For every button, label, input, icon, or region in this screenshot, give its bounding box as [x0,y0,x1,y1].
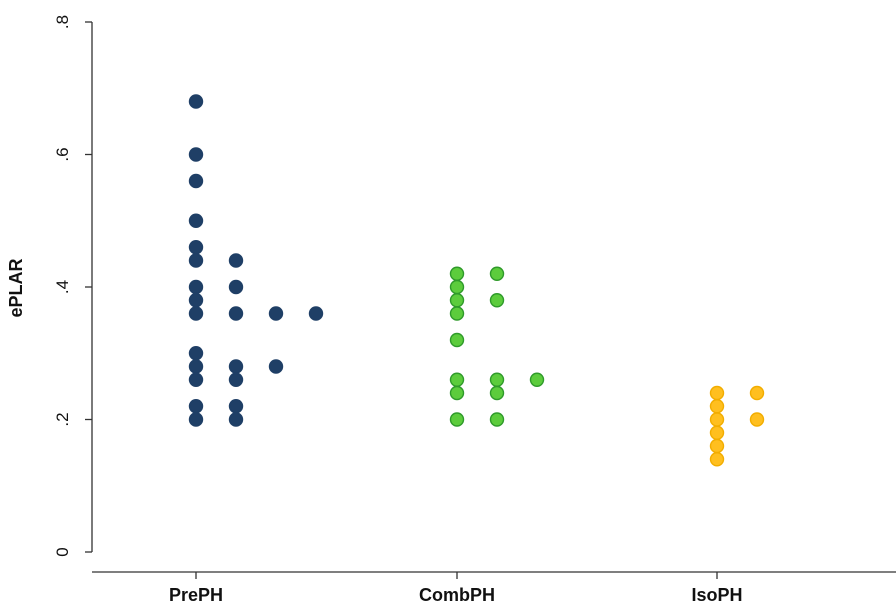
point-combph [449,412,465,427]
point-preph [228,399,244,414]
point-preph [228,306,244,321]
point-preph [188,279,204,295]
point-combph [449,385,465,401]
point-isoph [709,438,725,454]
point-combph [489,372,505,387]
point-isoph [709,399,725,414]
x-category-label-isoph: IsoPH [691,585,742,605]
point-preph [228,359,244,374]
point-preph [188,399,204,414]
point-isoph [709,412,725,427]
point-preph [188,240,204,255]
point-isoph [709,452,725,467]
x-category-label-preph: PrePH [169,585,223,605]
point-preph [188,293,204,308]
point-preph [188,346,204,361]
point-isoph [709,385,725,401]
y-tick-label: .8 [53,15,72,29]
point-preph [188,306,204,321]
point-preph [188,372,204,387]
x-axis: PrePH CombPH IsoPH [92,571,896,605]
y-axis: 0 .2 .4 .6 .8 [53,15,93,557]
y-tick-label: .2 [53,412,72,426]
point-combph [489,293,505,308]
point-combph [449,372,465,387]
point-isoph [749,412,765,427]
point-combph [489,266,505,281]
point-preph [228,412,244,427]
point-combph [449,266,465,281]
point-preph [188,253,204,268]
point-combph [449,293,465,308]
point-preph [228,372,244,387]
y-tick-label: 0 [53,547,72,556]
point-preph [188,147,204,162]
y-tick-label: .6 [53,147,72,161]
point-preph [188,94,204,109]
point-preph [228,253,244,268]
point-preph [268,306,284,321]
y-axis-title: ePLAR [6,258,26,317]
point-combph [489,412,505,427]
data-points [188,94,765,467]
point-preph [188,213,204,228]
point-combph [449,332,465,348]
point-preph [308,306,324,321]
point-combph [449,306,465,321]
x-category-label-combph: CombPH [419,585,495,605]
point-preph [228,279,244,295]
point-preph [268,359,284,374]
point-isoph [709,425,725,440]
y-tick-label: .4 [53,280,72,294]
point-preph [188,173,204,189]
point-preph [188,359,204,374]
point-combph [489,385,505,401]
point-combph [529,372,545,387]
point-preph [188,412,204,427]
point-combph [449,279,465,295]
point-isoph [749,385,765,401]
